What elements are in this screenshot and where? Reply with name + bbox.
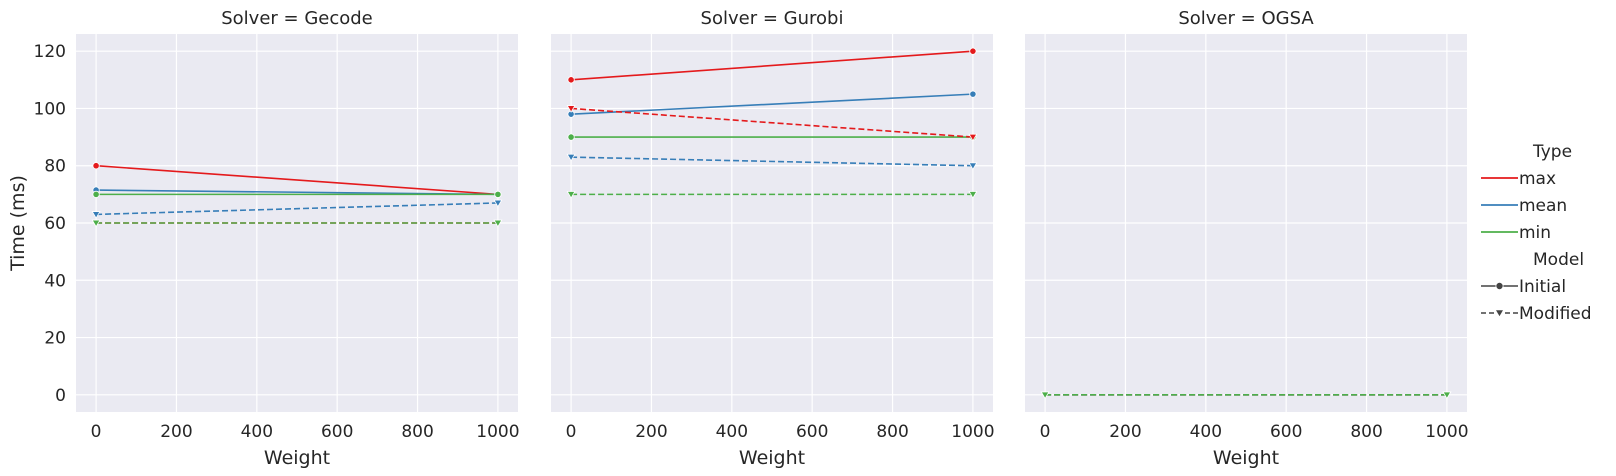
series-max-initial bbox=[567, 47, 977, 84]
data-point bbox=[566, 105, 576, 113]
x-axis-label: Weight bbox=[739, 447, 805, 469]
x-tick-label: 0 bbox=[91, 422, 102, 442]
series-min-modified bbox=[566, 191, 978, 199]
legend-label-mean: mean bbox=[1519, 196, 1567, 216]
y-tick-label: 120 bbox=[34, 42, 66, 62]
facet-panel-2: 0 200 400 600 800 1000 Solver = Gurobi Weight bbox=[551, 8, 995, 469]
x-axis-label: Weight bbox=[1213, 447, 1279, 469]
x-tick-label: 400 bbox=[241, 422, 273, 442]
facet-panel-1: 0 200 400 600 800 1000 0 20 40 60 80 100 120 Solver =… bbox=[7, 8, 520, 469]
legend-title-type: Type bbox=[1532, 142, 1572, 162]
data-point bbox=[969, 47, 977, 55]
data-point bbox=[567, 76, 575, 84]
x-tick-label: 600 bbox=[1270, 422, 1302, 442]
data-point bbox=[567, 133, 575, 141]
x-tick-label: 1000 bbox=[1425, 422, 1468, 442]
series-line bbox=[571, 50, 973, 81]
x-tick-label: 600 bbox=[796, 422, 828, 442]
x-tick-label: 400 bbox=[716, 422, 748, 442]
data-point bbox=[92, 190, 100, 198]
data-point bbox=[968, 133, 978, 142]
x-tick-label: 800 bbox=[876, 422, 908, 442]
y-tick-label: 40 bbox=[44, 271, 66, 291]
series-max-modified bbox=[566, 105, 978, 142]
x-tick-label: 600 bbox=[321, 422, 353, 442]
series-line bbox=[96, 164, 498, 196]
series-min-modified bbox=[1040, 391, 1452, 400]
data-point bbox=[968, 162, 978, 171]
x-tick-label: 800 bbox=[401, 422, 433, 442]
data-point bbox=[91, 219, 101, 228]
legend-label-initial: Initial bbox=[1519, 277, 1566, 297]
data-point bbox=[1040, 391, 1050, 400]
y-tick-label: 20 bbox=[44, 329, 66, 349]
x-tick-label: 200 bbox=[1109, 422, 1141, 442]
x-tick-label: 800 bbox=[1350, 422, 1382, 442]
y-tick-label: 60 bbox=[44, 214, 66, 234]
x-tick-label: 200 bbox=[635, 422, 667, 442]
series-line bbox=[96, 202, 498, 216]
x-tick-label: 1000 bbox=[476, 422, 519, 442]
y-tick-label: 0 bbox=[55, 386, 66, 406]
x-tick-label: 200 bbox=[160, 422, 192, 442]
series-min-initial bbox=[92, 190, 502, 198]
panel-title: Solver = OGSA bbox=[1178, 8, 1314, 29]
series-line bbox=[571, 107, 973, 138]
data-point bbox=[1442, 391, 1452, 400]
x-tick-label: 0 bbox=[1040, 422, 1051, 442]
series-line bbox=[571, 93, 973, 115]
facet-panel-3: 0 200 400 600 800 1000 Solver = OGSA Weight bbox=[1025, 8, 1469, 469]
y-tick-label: 100 bbox=[34, 99, 66, 119]
legend-label-max: max bbox=[1519, 169, 1556, 189]
legend: Type max mean min Model Initial Modified bbox=[1481, 142, 1592, 324]
data-point bbox=[493, 219, 503, 228]
data-point bbox=[493, 199, 503, 208]
panel-title: Solver = Gecode bbox=[221, 8, 373, 29]
y-axis-label: Time (ms) bbox=[7, 175, 29, 272]
x-tick-label: 0 bbox=[566, 422, 577, 442]
data-point bbox=[92, 162, 100, 170]
x-tick-label: 1000 bbox=[951, 422, 994, 442]
data-point bbox=[968, 191, 978, 199]
x-axis-label: Weight bbox=[264, 447, 330, 469]
legend-label-modified: Modified bbox=[1519, 304, 1592, 324]
legend-title-model: Model bbox=[1533, 250, 1584, 270]
series-mean-modified bbox=[566, 153, 978, 171]
series-mean-initial bbox=[567, 90, 977, 118]
legend-marker-modified bbox=[1494, 309, 1505, 318]
legend-label-min: min bbox=[1519, 223, 1551, 243]
data-point bbox=[91, 211, 101, 219]
series-min-modified bbox=[91, 219, 503, 228]
y-tick-label: 80 bbox=[44, 157, 66, 177]
data-point bbox=[566, 153, 576, 162]
data-point bbox=[566, 191, 576, 199]
series-line bbox=[571, 156, 973, 167]
legend-marker-initial bbox=[1495, 281, 1504, 290]
panel-title: Solver = Gurobi bbox=[701, 8, 844, 29]
x-tick-label: 400 bbox=[1190, 422, 1222, 442]
data-point bbox=[969, 90, 977, 98]
series-mean-modified bbox=[91, 199, 503, 219]
data-point bbox=[494, 190, 502, 198]
